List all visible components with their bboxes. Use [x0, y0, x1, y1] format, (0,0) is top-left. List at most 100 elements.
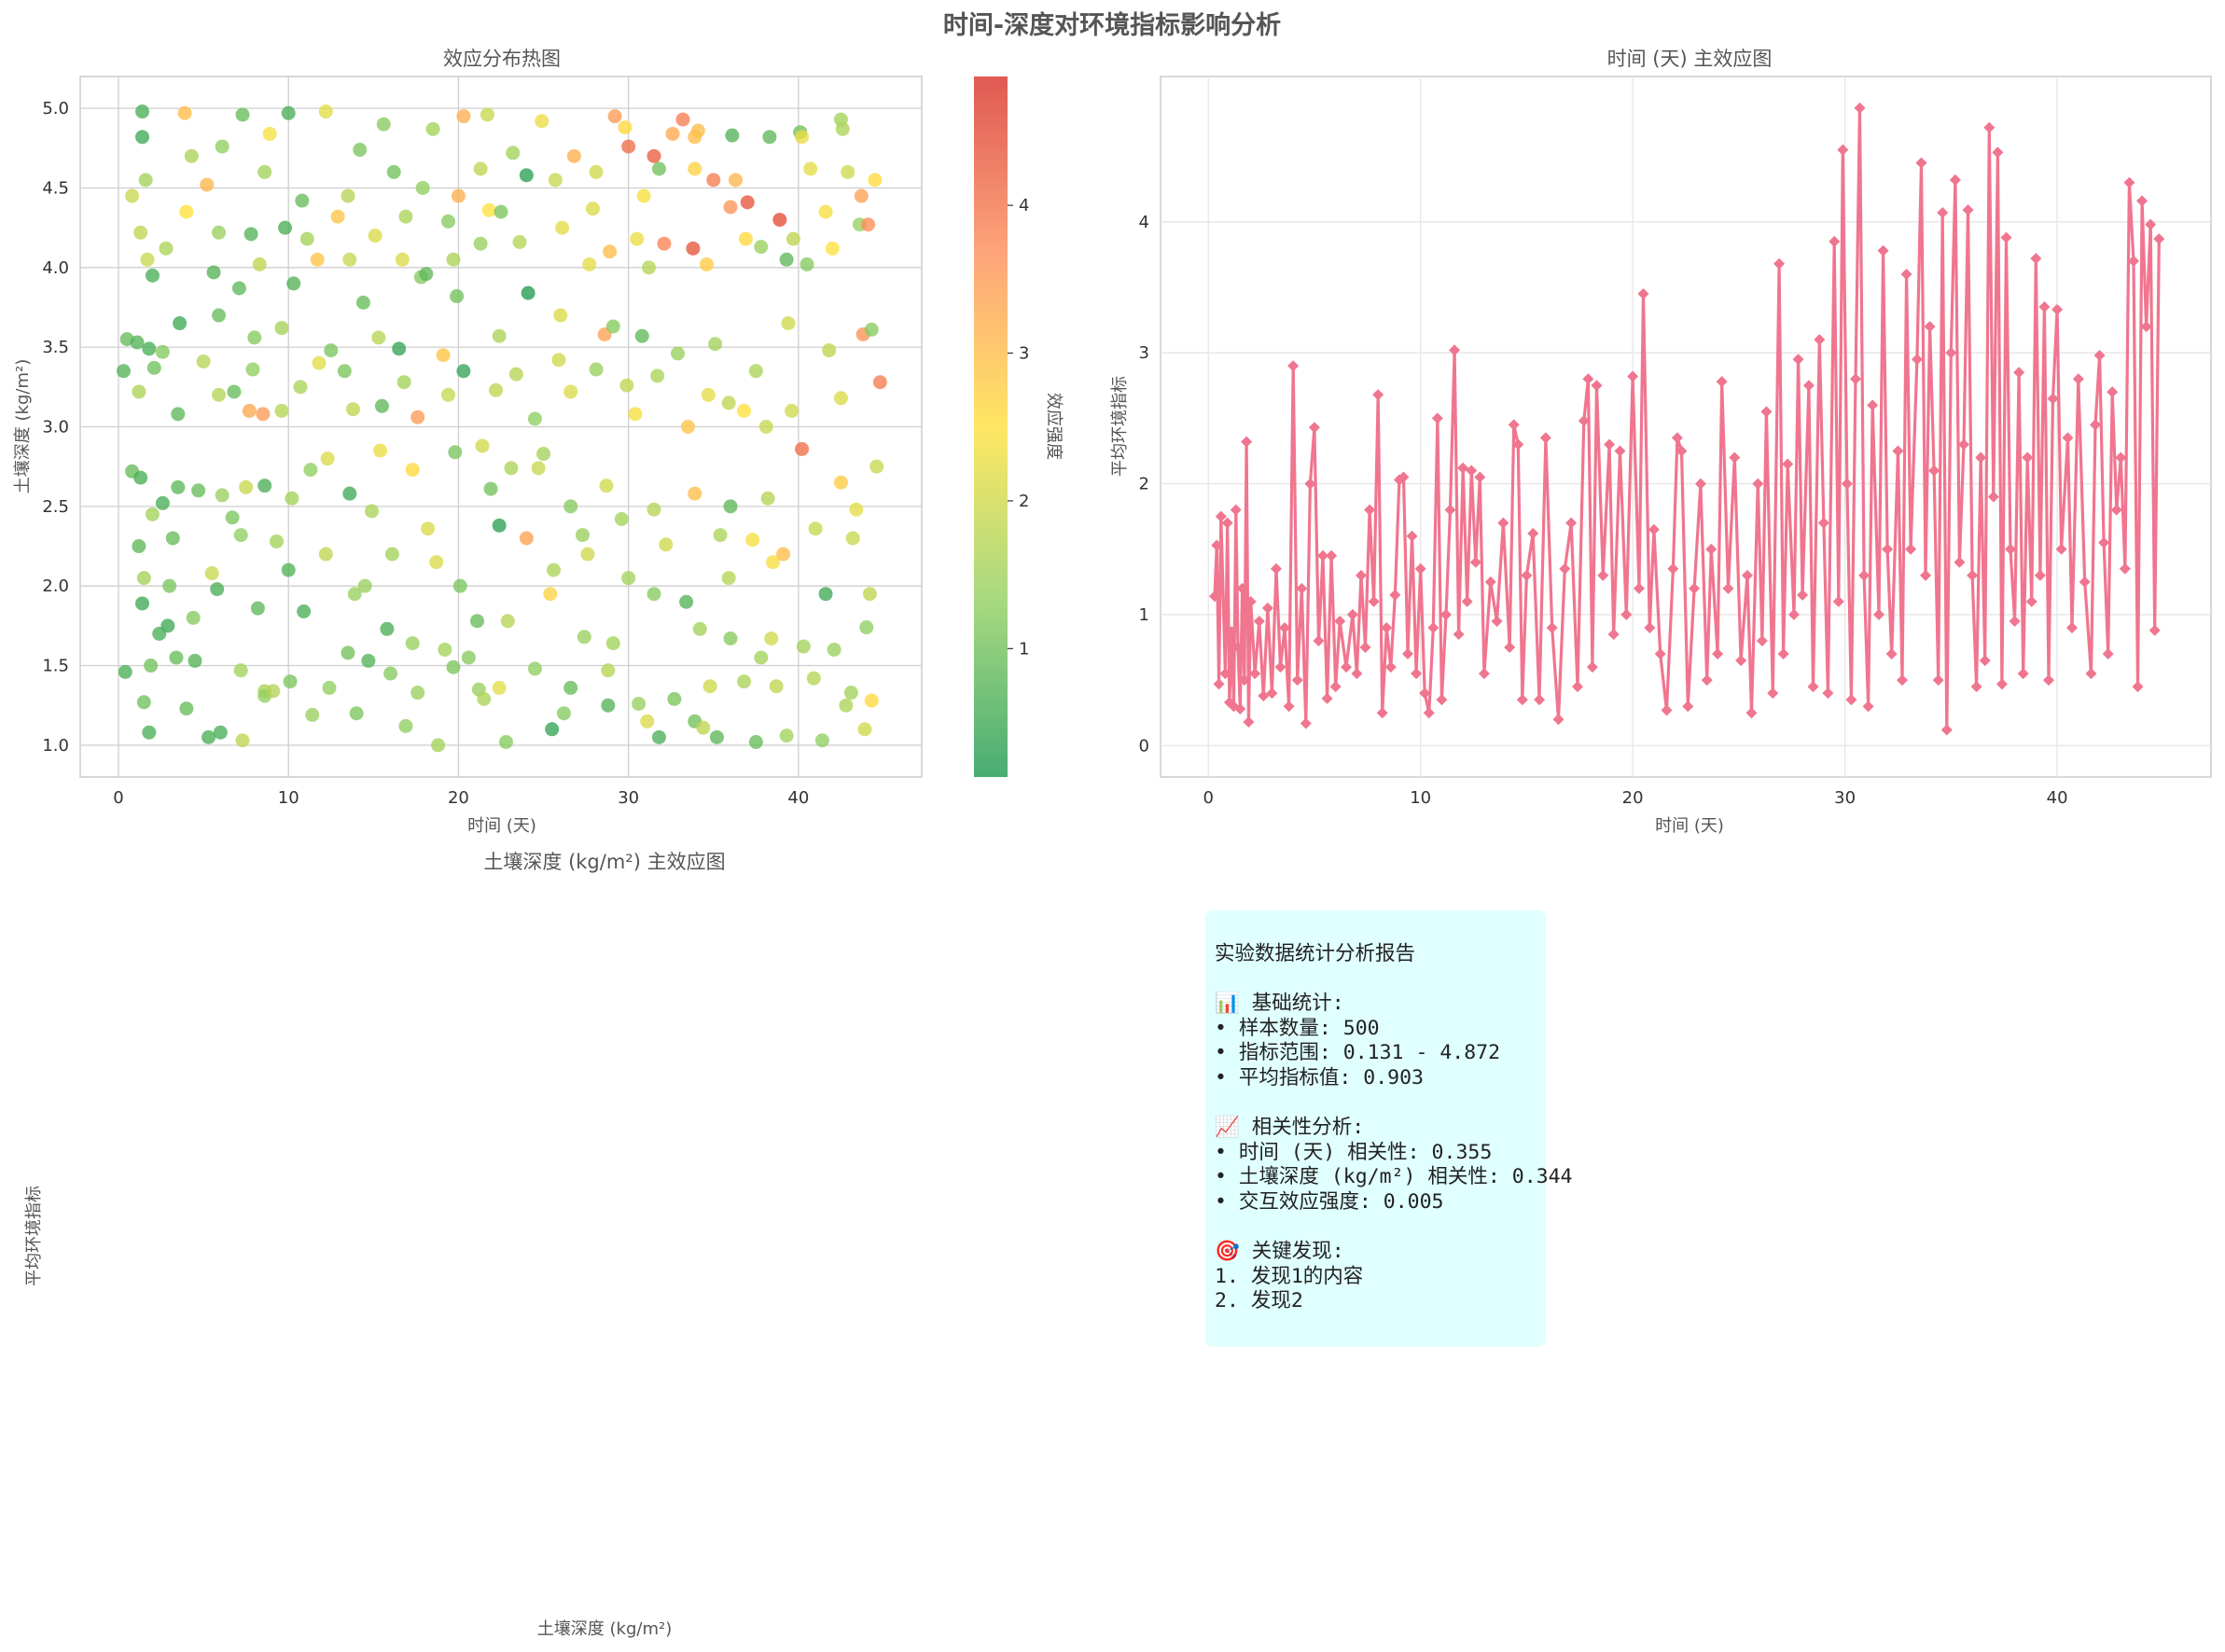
scatter-point: [353, 143, 368, 158]
scatter-point: [132, 539, 146, 554]
scatter-point: [796, 639, 811, 654]
time-line-marker: [1359, 642, 1371, 654]
time-line-marker: [1705, 543, 1717, 555]
time-line-marker: [1701, 674, 1713, 687]
scatter-point: [295, 193, 310, 208]
time-line-marker: [2149, 624, 2161, 636]
scatter-point: [543, 587, 558, 602]
scatter-point: [754, 650, 769, 665]
scatter-point: [603, 244, 618, 259]
time-line-marker: [1792, 354, 1804, 366]
time-line-marker: [1788, 608, 1801, 620]
scatter-point: [740, 195, 755, 210]
time-line-marker: [1355, 569, 1367, 581]
scatter-point: [283, 674, 298, 689]
time-line-marker: [2107, 386, 2119, 398]
scatter-point: [410, 686, 425, 701]
time-line-marker: [1478, 668, 1490, 680]
scatter-point: [281, 105, 296, 120]
scatter-point: [305, 707, 320, 722]
scatter-point: [738, 231, 753, 246]
scatter-point: [500, 614, 515, 629]
time-line-marker: [1849, 373, 1861, 385]
time-line-marker: [1954, 556, 1966, 568]
scatter-point: [347, 587, 362, 602]
time-line-marker: [1346, 608, 1358, 620]
scatter-point: [118, 664, 132, 679]
scatter-point: [145, 507, 160, 521]
time-line-marker: [1897, 674, 1909, 687]
scatter-point: [585, 201, 600, 216]
time-line-marker: [1957, 438, 1969, 451]
scatter-point: [786, 231, 800, 246]
scatter-point: [380, 621, 395, 636]
time-line-marker: [1832, 595, 1844, 607]
scatter-point: [162, 578, 177, 593]
time-line-marker: [1745, 707, 1758, 719]
scatter-point: [868, 173, 883, 187]
scatter-point: [506, 146, 521, 160]
time-line-marker: [1516, 694, 1528, 706]
scatter-x-tick-label: 20: [448, 788, 469, 808]
scatter-point: [125, 188, 140, 203]
time-line-marker: [1512, 438, 1524, 451]
time-line-marker: [1406, 530, 1418, 542]
scatter-point: [132, 384, 146, 399]
scatter-point: [425, 121, 440, 136]
time-line-marker: [1845, 694, 1857, 706]
scatter-point: [206, 265, 221, 280]
scatter-x-tick-label: 10: [278, 788, 299, 808]
scatter-point: [721, 571, 736, 586]
scatter-point: [806, 671, 821, 686]
time-line-marker: [1497, 517, 1509, 529]
time-line-marker: [2085, 668, 2097, 680]
scatter-point: [247, 330, 262, 345]
time-line-marker: [2127, 255, 2139, 267]
scatter-point: [135, 130, 150, 145]
scatter-point: [473, 161, 488, 176]
time-line-marker: [1313, 635, 1325, 647]
time-line-marker: [1854, 102, 1866, 114]
time-line-xlabel: 时间 (天): [1655, 816, 1724, 836]
time-line-marker: [2153, 233, 2165, 245]
time-line-marker: [1351, 668, 1363, 680]
time-line-marker: [1694, 478, 1706, 490]
scatter-point: [795, 130, 810, 145]
scatter-point: [383, 666, 398, 681]
scatter-point: [266, 684, 281, 699]
scatter-point: [136, 571, 151, 586]
scatter-point: [396, 375, 411, 390]
time-line-marker: [1270, 562, 1282, 575]
scatter-point: [361, 653, 376, 668]
scatter-point: [553, 308, 568, 323]
scatter-point: [634, 328, 649, 343]
time-line-marker: [1253, 615, 1265, 627]
time-line-marker: [1867, 399, 1879, 411]
scatter-point: [781, 316, 796, 331]
time-line-marker: [1773, 257, 1786, 270]
time-line-marker: [1767, 687, 1779, 700]
scatter-point: [286, 276, 301, 291]
scatter-point: [835, 121, 850, 136]
colorbar-tick-label: 1: [1019, 639, 1029, 659]
scatter-point: [619, 378, 634, 393]
time-line-marker: [1232, 642, 1245, 654]
scatter-point: [320, 451, 335, 466]
time-line-marker: [2047, 393, 2059, 405]
scatter-point: [365, 504, 380, 519]
scatter-point: [779, 252, 794, 267]
scatter-point: [159, 241, 174, 256]
time-line-marker: [1822, 687, 1834, 700]
scatter-point: [324, 343, 339, 358]
time-line-marker: [1571, 681, 1583, 693]
time-line-marker: [1877, 244, 1889, 257]
scatter-point: [133, 470, 148, 485]
scatter-point: [239, 479, 254, 494]
time-line-marker: [1802, 380, 1815, 392]
time-line-marker: [1469, 556, 1481, 568]
scatter-point: [536, 447, 551, 462]
scatter-point: [376, 117, 391, 132]
time-line-marker: [1221, 517, 1233, 529]
scatter-point: [589, 362, 604, 377]
